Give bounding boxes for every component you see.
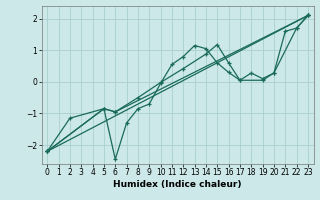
X-axis label: Humidex (Indice chaleur): Humidex (Indice chaleur) — [113, 180, 242, 189]
